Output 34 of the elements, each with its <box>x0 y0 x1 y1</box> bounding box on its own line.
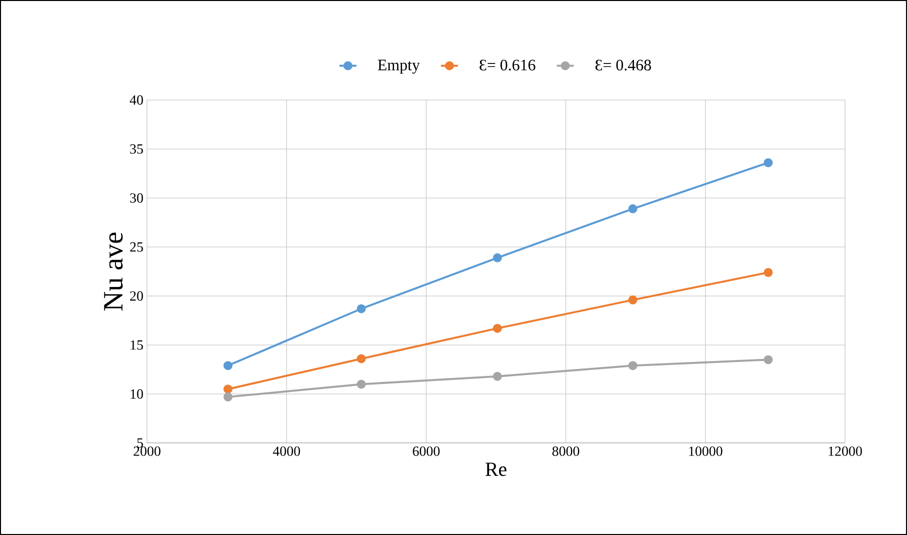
y-tick-label: 15 <box>130 340 143 350</box>
point <box>492 324 502 333</box>
point <box>764 268 773 277</box>
point <box>628 295 638 304</box>
x-axis-title: Re <box>486 462 506 476</box>
y-tick-label: 40 <box>130 95 143 105</box>
point <box>492 372 502 381</box>
legend-label: Empty <box>378 60 420 74</box>
y-tick-label: 25 <box>130 242 143 252</box>
point <box>356 354 366 364</box>
y-tick-label: 30 <box>130 193 143 203</box>
x-tick-label: 8000 <box>552 446 580 456</box>
x-tick-label: 12000 <box>828 446 862 456</box>
point <box>628 361 638 370</box>
y-tick-label: 5 <box>137 438 143 448</box>
point <box>356 380 366 389</box>
point <box>764 355 773 364</box>
point <box>223 361 232 370</box>
y-tick-label: 35 <box>130 144 143 154</box>
legend-label: Ɛ= 0.468 <box>595 60 651 71</box>
x-tick-label: 2000 <box>134 446 160 456</box>
point <box>356 304 366 314</box>
point <box>223 392 232 402</box>
y-tick-label: 10 <box>130 389 143 399</box>
y-tick-label: 20 <box>130 291 143 301</box>
point <box>764 158 773 168</box>
x-tick-label: 4000 <box>272 446 300 456</box>
y-axis-title: Nu ave <box>104 232 123 311</box>
legend-label: Ɛ= 0.616 <box>480 60 536 71</box>
point <box>628 204 638 214</box>
point <box>492 253 502 262</box>
x-tick-label: 10000 <box>689 446 722 456</box>
point <box>223 384 232 394</box>
x-tick-label: 6000 <box>412 446 440 456</box>
